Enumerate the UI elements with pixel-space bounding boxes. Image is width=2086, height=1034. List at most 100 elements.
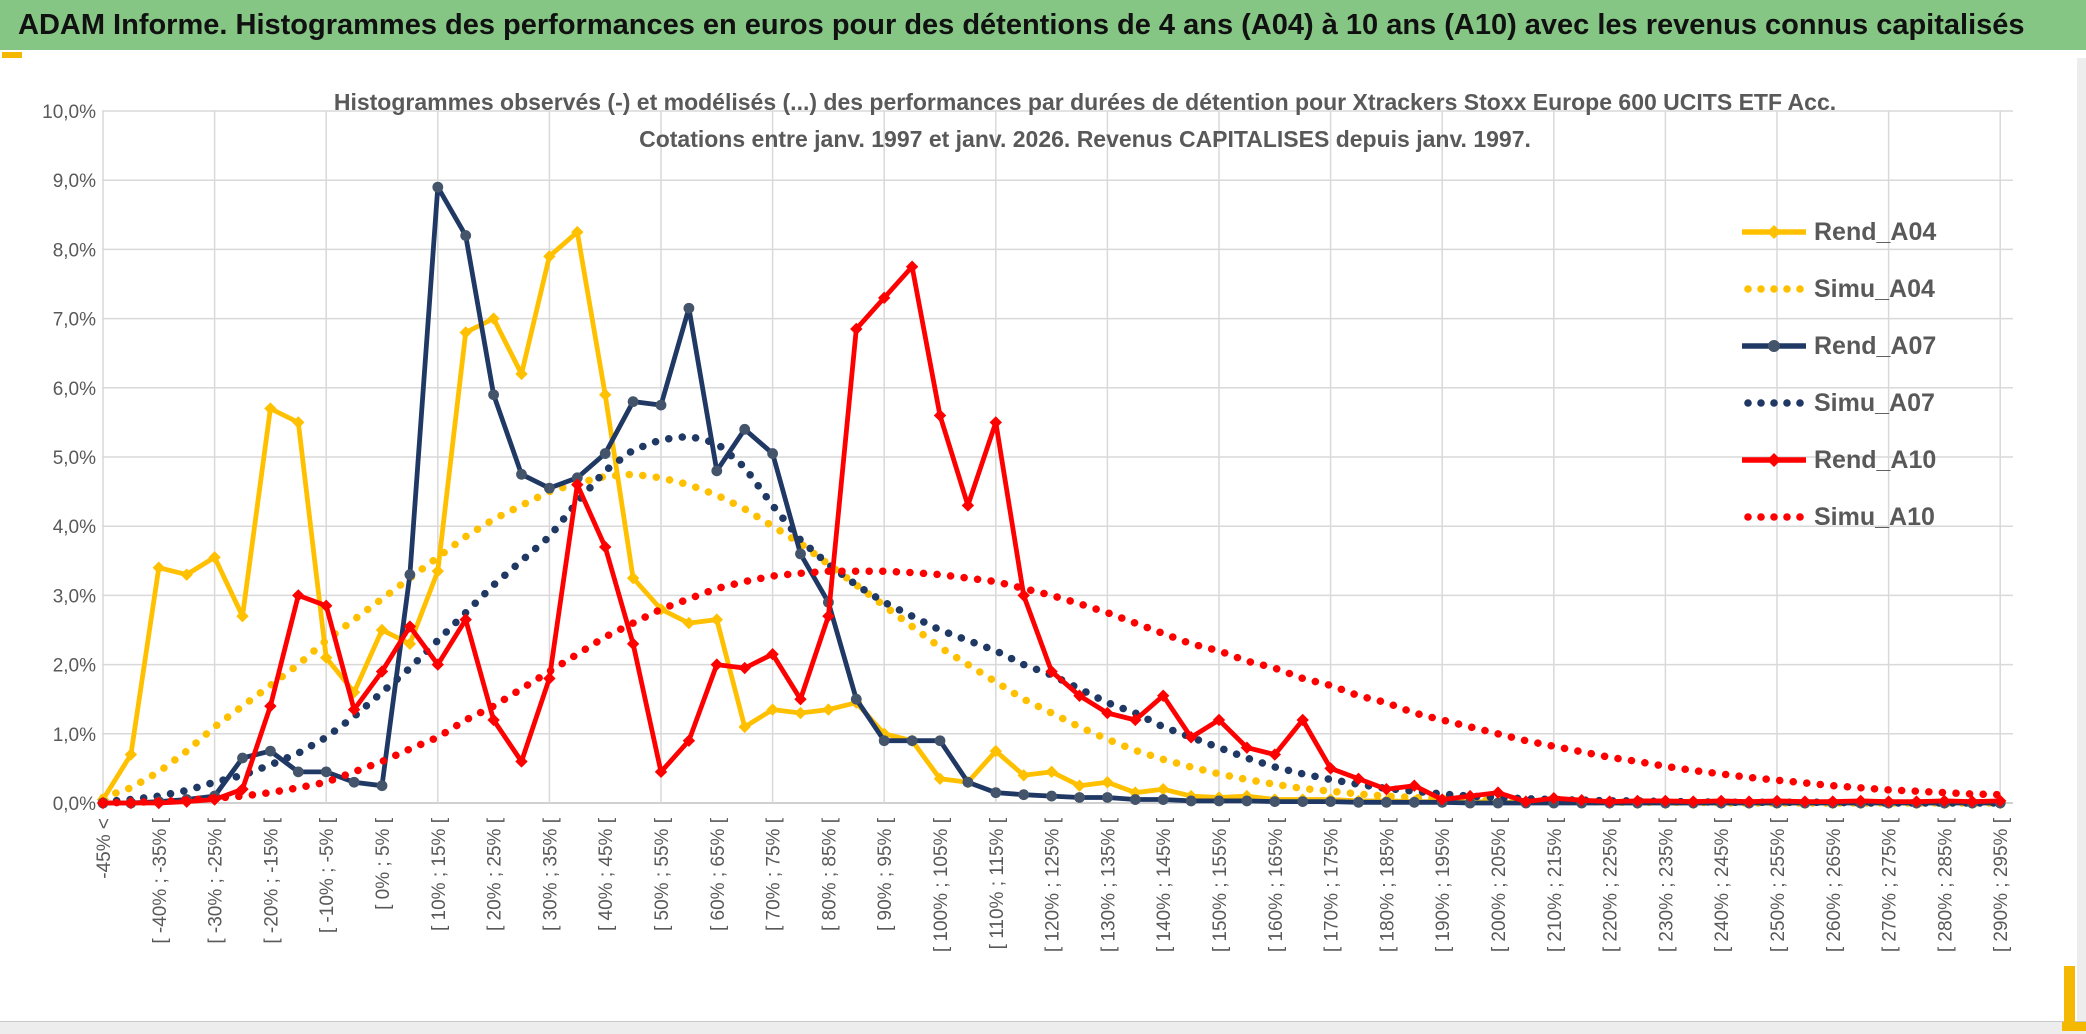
data-point-marker [1631,794,1644,808]
simu-a10-dotted-sample-icon [1742,509,1806,525]
data-point-marker [1659,794,1672,808]
bottom-margin [0,1021,2086,1034]
data-point-marker [682,616,696,630]
data-point-marker [1017,769,1030,782]
data-point-marker [682,734,696,747]
data-point-marker [767,448,778,459]
x-axis-tick-label: [ 70% ; 75% [ [764,817,785,931]
y-axis-tick-label: 2,0% [53,656,96,677]
data-point-marker [265,745,276,757]
data-point-marker [376,780,388,792]
x-axis-tick-label: [ 170% ; 175% [ [1322,817,1343,952]
y-axis-tick-label: 6,0% [53,379,96,400]
y-axis-tick-label: 0,0% [53,794,96,815]
data-point-marker [571,225,584,239]
data-point-marker [599,448,611,459]
data-point-marker [459,613,472,626]
y-axis-tick-label: 8,0% [53,240,96,261]
data-point-marker [1213,795,1225,807]
legend-label: Rend_A10 [1814,445,1937,474]
data-point-marker [1938,794,1951,808]
data-point-marker [989,744,1002,758]
data-point-marker [934,735,946,747]
data-point-marker [711,465,723,477]
legend-item-rend-a04[interactable]: Rend_A04 [1740,215,1936,249]
data-point-marker [1102,792,1113,803]
data-point-marker [1770,794,1784,808]
data-point-marker [1325,796,1336,808]
data-point-marker [1184,731,1198,744]
x-axis-tick-label: [ 0% ; 5% [ [373,817,394,910]
data-point-marker [292,766,304,778]
data-point-marker [1492,797,1504,809]
data-point-marker [626,637,640,651]
data-point-marker [459,326,472,339]
data-point-marker [487,312,500,325]
data-point-marker [1882,795,1895,808]
data-point-marker [961,499,975,512]
data-point-marker [488,389,499,401]
data-point-marker [152,796,165,810]
data-point-marker [1464,797,1476,809]
y-axis-tick-label: 7,0% [53,310,96,331]
legend-item-simu-a07[interactable]: Simu_A07 [1742,386,1935,420]
x-axis-tick-label: [ -40% ; -35% [ [150,817,171,943]
data-point-marker [1826,795,1839,808]
legend-label: Simu_A07 [1814,388,1935,417]
data-point-marker [1129,713,1142,727]
data-point-marker [347,703,361,716]
data-point-marker [794,706,807,720]
series-rend_a04 [100,229,2003,806]
data-point-marker [850,322,863,336]
data-point-marker [1994,794,2007,808]
legend-item-simu-a04[interactable]: Simu_A04 [1742,272,1935,306]
x-axis-tick-label: [ 290% ; 295% [ [1991,817,2012,952]
data-point-marker [1575,794,1588,807]
data-point-marker [543,250,556,263]
x-axis-tick-label: [ 130% ; 135% [ [1098,817,1119,952]
legend-label: Rend_A07 [1814,331,1937,360]
right-margin [2077,58,2086,1033]
data-point-marker [292,416,305,429]
legend-label: Simu_A04 [1814,274,1935,303]
data-point-marker [431,658,444,671]
x-axis-tick-label: [ 10% ; 15% [ [429,817,450,931]
x-axis-tick-label: [ 260% ; 265% [ [1824,817,1845,952]
data-point-marker [626,571,640,585]
data-point-marker [1101,776,1114,789]
data-point-marker [990,787,1002,799]
data-point-marker [516,468,527,480]
data-point-marker [1491,786,1505,799]
x-axis-tick-label: [ 120% ; 125% [ [1043,817,1064,952]
data-point-marker [180,795,193,808]
data-point-marker [404,569,416,581]
legend-item-rend-a07[interactable]: Rend_A07 [1740,329,1937,363]
data-point-marker [320,766,332,778]
data-point-marker [1381,796,1392,808]
x-axis-tick-label: [ 230% ; 235% [ [1656,817,1677,952]
data-point-marker [1240,741,1254,754]
data-point-marker [794,693,807,706]
data-point-marker [1212,713,1226,727]
data-point-marker [515,755,528,768]
data-point-marker [1854,794,1867,808]
data-point-marker [571,478,584,491]
legend-label: Simu_A10 [1814,502,1935,531]
data-point-marker [739,423,751,435]
x-axis-tick-label: [ 100% ; 105% [ [931,817,952,952]
x-axis-tick-label: [ -10% ; -5% [ [317,817,338,933]
data-point-marker [1463,789,1477,803]
data-point-marker [906,735,918,747]
data-point-marker [1603,795,1616,808]
y-axis-tick-label: 9,0% [53,171,96,192]
legend-item-simu-a10[interactable]: Simu_A10 [1742,500,1935,534]
data-point-marker [1157,794,1169,805]
x-axis-tick-label: [ 280% ; 285% [ [1935,817,1956,952]
legend-item-rend-a10[interactable]: Rend_A10 [1740,443,1937,477]
y-axis-tick-label: 10,0% [42,102,96,123]
data-point-marker [320,599,333,612]
x-axis-tick-label: [ 110% ; 115% [ [987,817,1008,949]
data-point-marker [878,291,891,305]
data-point-marker [1185,795,1197,807]
